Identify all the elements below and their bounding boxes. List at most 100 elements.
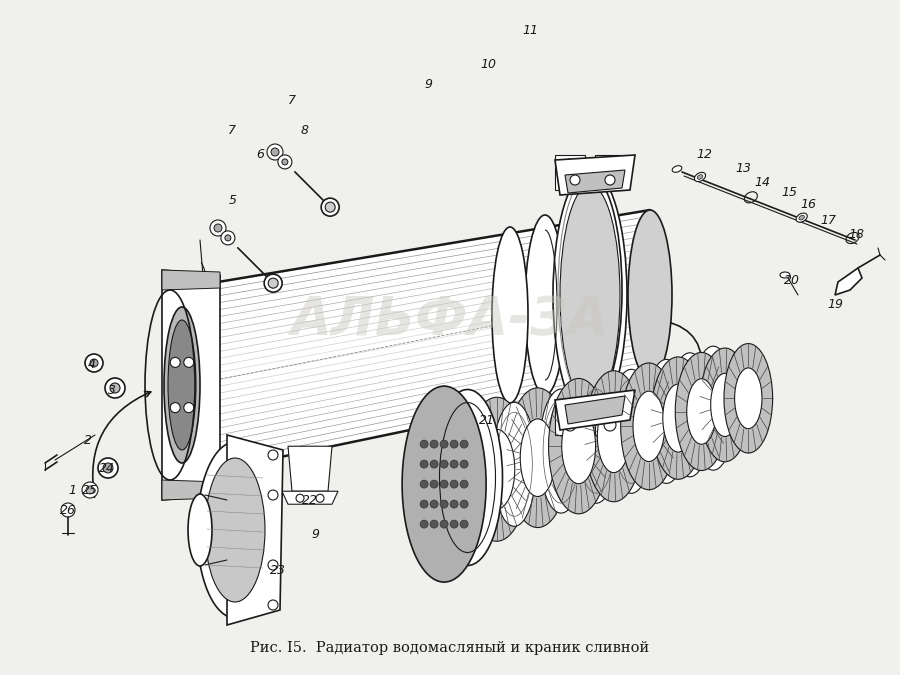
- Ellipse shape: [430, 480, 438, 488]
- Polygon shape: [555, 155, 635, 195]
- Ellipse shape: [450, 440, 458, 448]
- Ellipse shape: [321, 198, 339, 216]
- Ellipse shape: [268, 490, 278, 500]
- Text: 23: 23: [270, 564, 286, 576]
- Ellipse shape: [170, 357, 180, 367]
- Ellipse shape: [604, 419, 616, 431]
- Ellipse shape: [628, 210, 672, 380]
- Ellipse shape: [267, 144, 283, 160]
- Ellipse shape: [609, 369, 653, 493]
- Ellipse shape: [605, 175, 615, 185]
- Text: 9: 9: [424, 78, 432, 92]
- Ellipse shape: [430, 440, 438, 448]
- Text: 13: 13: [735, 161, 751, 175]
- Text: 20: 20: [784, 273, 800, 286]
- Ellipse shape: [210, 220, 226, 236]
- Polygon shape: [595, 155, 625, 190]
- Ellipse shape: [564, 419, 576, 431]
- Text: 8: 8: [301, 124, 309, 136]
- Polygon shape: [835, 268, 862, 295]
- Ellipse shape: [214, 224, 222, 232]
- Ellipse shape: [420, 520, 428, 528]
- Ellipse shape: [668, 353, 712, 477]
- Ellipse shape: [492, 227, 528, 403]
- Text: 21: 21: [479, 414, 495, 427]
- Ellipse shape: [507, 388, 569, 528]
- Ellipse shape: [205, 458, 265, 602]
- Ellipse shape: [734, 368, 762, 429]
- Polygon shape: [282, 491, 338, 504]
- Text: 15: 15: [781, 186, 797, 200]
- Text: 9: 9: [311, 529, 319, 541]
- Polygon shape: [565, 396, 625, 424]
- Text: 10: 10: [480, 59, 496, 72]
- Ellipse shape: [85, 354, 103, 372]
- Ellipse shape: [420, 460, 428, 468]
- Ellipse shape: [265, 274, 283, 292]
- Ellipse shape: [103, 463, 113, 473]
- Ellipse shape: [460, 480, 468, 488]
- Ellipse shape: [82, 482, 98, 498]
- Ellipse shape: [282, 159, 288, 165]
- Ellipse shape: [325, 202, 335, 212]
- Polygon shape: [538, 435, 582, 446]
- Polygon shape: [170, 210, 650, 480]
- Ellipse shape: [278, 155, 292, 169]
- Ellipse shape: [268, 450, 278, 460]
- Text: 14: 14: [754, 176, 770, 188]
- Polygon shape: [288, 446, 332, 491]
- Polygon shape: [542, 394, 578, 435]
- Ellipse shape: [695, 172, 706, 182]
- Polygon shape: [555, 400, 585, 435]
- Text: 17: 17: [820, 213, 836, 227]
- Polygon shape: [565, 170, 625, 193]
- Ellipse shape: [460, 440, 468, 448]
- Text: 7: 7: [288, 94, 296, 107]
- Ellipse shape: [110, 383, 120, 393]
- Ellipse shape: [420, 500, 428, 508]
- Ellipse shape: [662, 384, 693, 452]
- Text: 3: 3: [108, 383, 116, 396]
- Ellipse shape: [420, 440, 428, 448]
- Ellipse shape: [420, 480, 428, 488]
- Ellipse shape: [585, 371, 643, 502]
- Text: 2: 2: [84, 433, 92, 446]
- Ellipse shape: [188, 494, 212, 566]
- Ellipse shape: [460, 520, 468, 528]
- Ellipse shape: [164, 307, 200, 463]
- Ellipse shape: [460, 460, 468, 468]
- Text: 22: 22: [302, 493, 318, 506]
- Ellipse shape: [699, 348, 751, 462]
- Ellipse shape: [644, 359, 688, 483]
- Ellipse shape: [464, 398, 529, 541]
- Ellipse shape: [460, 500, 468, 508]
- Ellipse shape: [520, 419, 555, 497]
- Ellipse shape: [799, 215, 805, 220]
- Ellipse shape: [796, 213, 807, 222]
- Polygon shape: [162, 480, 220, 500]
- Ellipse shape: [492, 402, 536, 526]
- Ellipse shape: [168, 320, 196, 450]
- Ellipse shape: [570, 175, 580, 185]
- Ellipse shape: [316, 494, 324, 502]
- Ellipse shape: [268, 278, 278, 288]
- Ellipse shape: [553, 170, 627, 420]
- Ellipse shape: [479, 429, 515, 509]
- Ellipse shape: [430, 520, 438, 528]
- Ellipse shape: [271, 148, 279, 156]
- Ellipse shape: [440, 480, 448, 488]
- Ellipse shape: [564, 159, 576, 171]
- Ellipse shape: [184, 357, 194, 367]
- Ellipse shape: [440, 460, 448, 468]
- Text: 1: 1: [68, 483, 76, 497]
- Polygon shape: [555, 390, 635, 430]
- Ellipse shape: [780, 272, 790, 278]
- Ellipse shape: [225, 235, 231, 241]
- Ellipse shape: [184, 402, 194, 412]
- Ellipse shape: [711, 373, 739, 437]
- Ellipse shape: [268, 600, 278, 610]
- Ellipse shape: [691, 346, 735, 470]
- Text: 25: 25: [82, 483, 98, 497]
- Text: 4: 4: [88, 358, 96, 371]
- Polygon shape: [595, 400, 625, 435]
